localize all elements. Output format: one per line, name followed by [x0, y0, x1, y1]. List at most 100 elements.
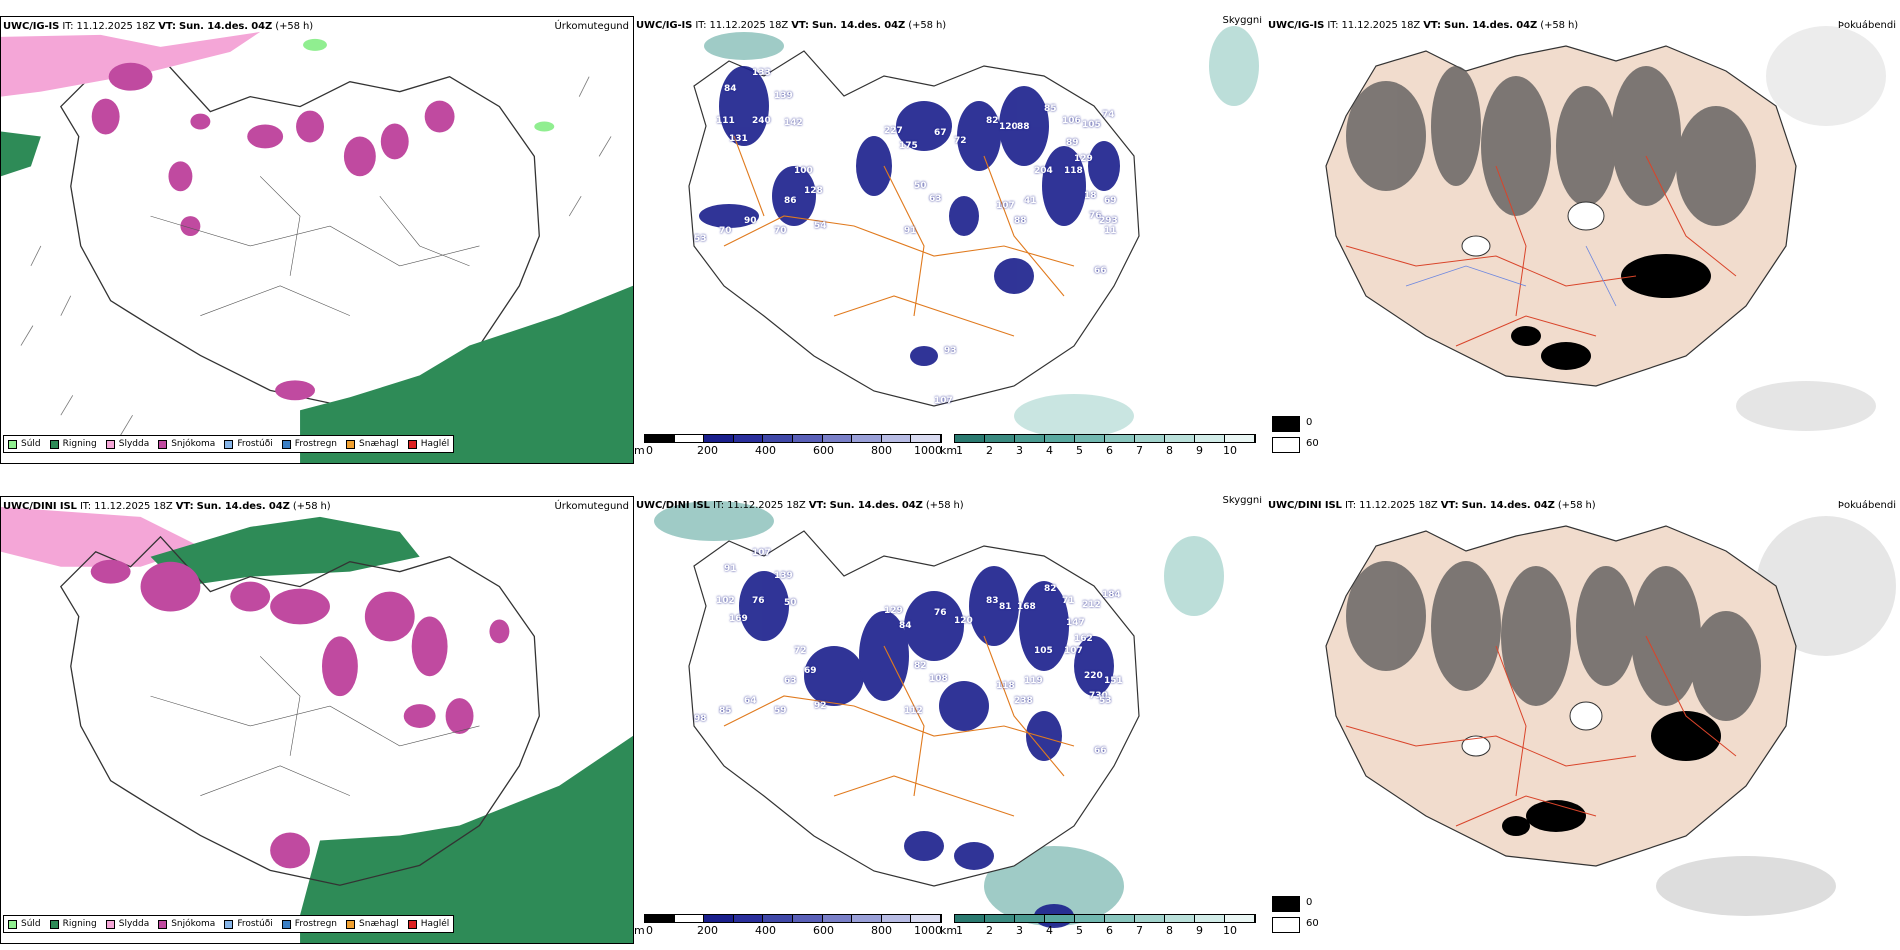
- visibility-value-label: 212: [1082, 600, 1101, 610]
- visibility-map-row1: [634, 16, 1266, 464]
- visibility-value-label: 107: [996, 201, 1015, 211]
- visibility-value-label: 133: [752, 68, 771, 78]
- visibility-value-label: 107: [752, 548, 771, 558]
- visibility-value-label: 142: [784, 118, 803, 128]
- visibility-value-label: 118: [996, 681, 1015, 691]
- colorbar-tick: 2: [986, 444, 993, 457]
- visibility-value-label: 85: [1044, 104, 1057, 114]
- panel-title: Þokuábendi: [1837, 20, 1896, 31]
- visibility-value-label: 92: [814, 701, 827, 711]
- colorbar-tick: 400: [755, 444, 776, 457]
- visibility-value-label: 184: [1102, 590, 1121, 600]
- precip-legend: Súld Rigning Slydda Snjókoma Frostúði Fr…: [3, 435, 455, 453]
- visibility-value-label: 238: [1014, 696, 1033, 706]
- visibility-value-label: 53: [1099, 696, 1112, 706]
- colorbar-tick: 7: [1136, 444, 1143, 457]
- legend-item: Snæhagl: [346, 439, 399, 449]
- panel-header: UWC/DINI ISL IT: 11.12.2025 18Z VT: Sun.…: [1268, 500, 1596, 511]
- colorbar-tick: 800: [871, 444, 892, 457]
- visibility-map-row2: [634, 496, 1266, 944]
- legend-item: Rigning: [49, 919, 97, 929]
- visibility-value-label: 105: [1034, 646, 1053, 656]
- visibility-value-label: 128: [804, 186, 823, 196]
- visibility-value-label: 175: [899, 141, 918, 151]
- colorbar-tick: 8: [1166, 924, 1173, 937]
- rain-sea-area: [300, 735, 633, 943]
- visibility-value-label: 102: [716, 596, 735, 606]
- visibility-value-label: 91: [724, 564, 737, 574]
- visibility-value-label: 54: [814, 221, 827, 231]
- colorbar-tick: 400: [755, 924, 776, 937]
- colorbar-tick: 9: [1196, 444, 1203, 457]
- visibility-value-label: 66: [1094, 266, 1107, 276]
- visibility-value-label: 72: [794, 646, 807, 656]
- visibility-value-label: 131: [729, 134, 748, 144]
- visibility-value-label: 204: [1034, 166, 1053, 176]
- terrain-colorbar: m 0 200 400 600 800 1000: [634, 914, 944, 944]
- colorbar-tick: 1000: [914, 924, 942, 937]
- panel-title: Úrkomutegund: [554, 21, 629, 32]
- visibility-value-label: 169: [729, 614, 748, 624]
- visibility-value-label: 139: [774, 91, 793, 101]
- visibility-value-label: 85: [719, 706, 732, 716]
- visibility-value-label: 100: [794, 166, 813, 176]
- visibility-value-label: 120: [999, 122, 1018, 132]
- visibility-value-label: 147: [1066, 618, 1085, 628]
- panel-title: Skyggni: [1222, 16, 1262, 26]
- visibility-value-label: 111: [716, 116, 735, 126]
- visibility-value-label: 107: [934, 396, 953, 406]
- legend-item: Slydda: [105, 919, 149, 929]
- panel-title: Úrkomutegund: [554, 501, 629, 512]
- visibility-value-label: 730: [1089, 691, 1108, 701]
- visibility-value-label: 59: [774, 706, 787, 716]
- terrain-colorbar: m 0 200 400 600 800 1000: [634, 434, 944, 464]
- visibility-value-label: 106: [1062, 116, 1081, 126]
- visibility-value-label: 50: [914, 181, 927, 191]
- precip-legend: Súld Rigning Slydda Snjókoma Frostúði Fr…: [3, 915, 455, 933]
- colorbar-tick: 6: [1106, 444, 1113, 457]
- colorbar-tick: 5: [1076, 924, 1083, 937]
- visibility-value-label: 82: [914, 661, 927, 671]
- visibility-value-label: 90: [744, 216, 757, 226]
- legend-item: Frostregn: [281, 919, 337, 929]
- visibility-value-label: 67: [934, 128, 947, 138]
- visibility-value-label: 53: [694, 234, 707, 244]
- precip-type-map-row1: [1, 17, 633, 463]
- fog-indicator-map-row1: [1266, 16, 1900, 464]
- visibility-value-label: 72: [954, 136, 967, 146]
- visibility-value-label: 119: [1024, 676, 1043, 686]
- visibility-value-label: 70: [719, 226, 732, 236]
- legend-item: Rigning: [49, 439, 97, 449]
- legend-item: Frostregn: [281, 439, 337, 449]
- visibility-value-label: 66: [1094, 746, 1107, 756]
- legend-item: Súld: [8, 919, 41, 929]
- fog-legend-row2: 0 60: [1266, 892, 1326, 942]
- visibility-value-label: 91: [904, 226, 917, 236]
- colorbar-tick: 1000: [914, 444, 942, 457]
- colorbar-tick: 800: [871, 924, 892, 937]
- visibility-value-label: 84: [724, 84, 737, 94]
- legend-item: Frostúði: [224, 919, 273, 929]
- colorbar-tick: 4: [1046, 924, 1053, 937]
- visibility-value-label: 82: [986, 116, 999, 126]
- colorbar-tick: 0: [646, 924, 653, 937]
- visibility-value-label: 168: [1017, 602, 1036, 612]
- fog-indicator-panel-row2: UWC/DINI ISL IT: 11.12.2025 18Z VT: Sun.…: [1266, 496, 1900, 944]
- panel-title: Skyggni: [1222, 496, 1262, 506]
- colorbar-tick: 3: [1016, 924, 1023, 937]
- visibility-value-label: 76: [752, 596, 765, 606]
- visibility-value-label: 70: [774, 226, 787, 236]
- visibility-value-label: 220: [1084, 671, 1103, 681]
- visibility-value-label: 63: [784, 676, 797, 686]
- visibility-value-label: 129: [884, 606, 903, 616]
- panel-header: UWC/DINI ISL IT: 11.12.2025 18Z VT: Sun.…: [636, 500, 964, 511]
- visibility-value-label: 81: [999, 602, 1012, 612]
- visibility-value-label: 64: [744, 696, 757, 706]
- visibility-value-label: 76: [934, 608, 947, 618]
- visibility-value-label: 151: [1104, 676, 1123, 686]
- legend-item: Haglél: [407, 439, 449, 449]
- visibility-labels: 133 84 139 111 240 142 131 100 128 86 90 70 54 53 70 91…: [634, 16, 1266, 436]
- colorbar-tick: 200: [697, 924, 718, 937]
- panel-header: UWC/IG-IS IT: 11.12.2025 18Z VT: Sun. 14…: [1268, 20, 1579, 31]
- visibility-value-label: 11: [1104, 226, 1117, 236]
